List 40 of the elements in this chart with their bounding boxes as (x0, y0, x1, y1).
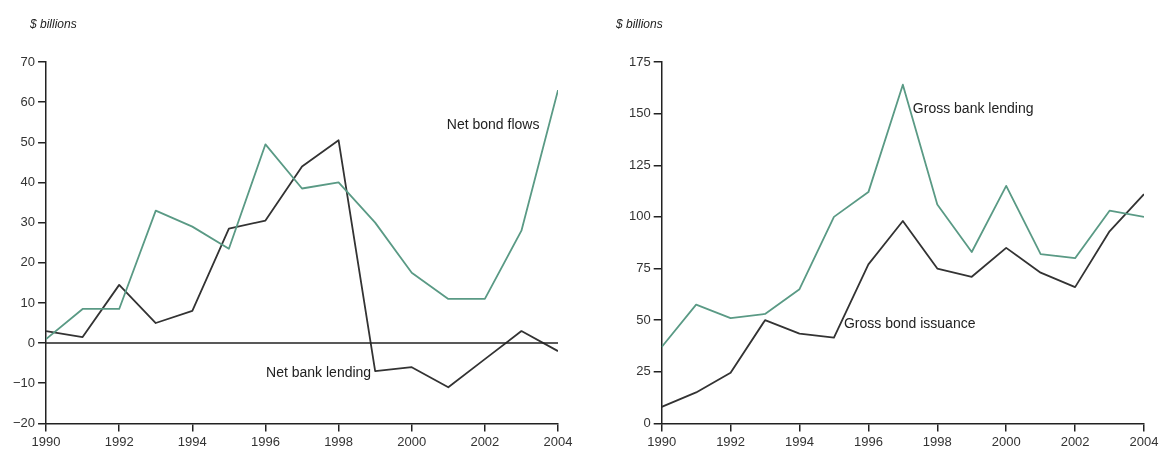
y-tick-label: 50 (20, 133, 36, 149)
y-tick-label: −20 (12, 414, 36, 430)
y-tick-label: 40 (20, 174, 36, 190)
y-tick-label: 150 (628, 105, 651, 121)
x-tick-label: 1996 (853, 433, 883, 449)
x-tick-label: 2000 (991, 433, 1021, 449)
y-tick-label: 100 (628, 208, 651, 224)
x-tick-label: 1990 (31, 433, 61, 449)
x-tick-label: 2002 (470, 433, 500, 449)
y-tick-label: 75 (636, 260, 651, 276)
y-tick-label: 125 (628, 156, 651, 172)
x-tick-label: 1992 (716, 433, 746, 449)
y-tick-label: 60 (20, 93, 36, 109)
y-tick-label: 30 (20, 214, 36, 230)
x-tick-label: 2000 (397, 433, 427, 449)
series-label: Gross bond issuance (843, 314, 976, 331)
x-tick-label: 1994 (785, 433, 814, 449)
x-tick-label: 2002 (1060, 433, 1090, 449)
y-axis-title: $ billions (29, 17, 77, 32)
y-axis-title: $ billions (615, 17, 663, 32)
series-label: Net bond flows (446, 115, 540, 132)
x-tick-label: 1996 (251, 433, 280, 449)
y-tick-label: 0 (643, 414, 651, 430)
y-tick-label: −10 (12, 374, 36, 390)
y-tick-label: 25 (636, 363, 651, 379)
y-tick-label: 70 (20, 53, 36, 69)
y-tick-label: 20 (20, 254, 36, 270)
y-tick-label: 175 (628, 53, 651, 69)
x-tick-label: 1998 (922, 433, 952, 449)
y-tick-label: 10 (20, 294, 36, 310)
x-tick-label: 1990 (647, 433, 677, 449)
x-tick-label: 1992 (104, 433, 134, 449)
x-tick-label: 2004 (543, 433, 573, 449)
y-tick-label: 50 (636, 311, 651, 327)
x-tick-label: 2004 (1129, 433, 1159, 449)
y-tick-label: 0 (27, 334, 36, 350)
series-label: Gross bank lending (912, 99, 1034, 116)
series-label: Net bank lending (266, 364, 372, 381)
x-tick-label: 1994 (177, 433, 207, 449)
x-tick-label: 1998 (324, 433, 354, 449)
